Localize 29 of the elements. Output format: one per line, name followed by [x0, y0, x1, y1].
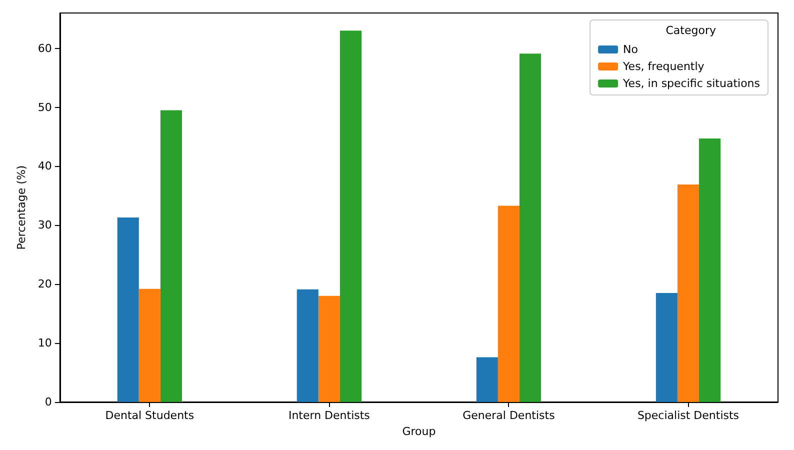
x-axis-title: Group — [402, 425, 436, 438]
x-tick-label: Intern Dentists — [288, 409, 370, 422]
bar — [476, 357, 498, 402]
bar — [296, 289, 318, 402]
legend-title: Category — [666, 24, 716, 37]
bar — [340, 30, 362, 402]
y-tick-label: 10 — [38, 336, 52, 350]
x-tick-label: Dental Students — [105, 409, 194, 422]
bar — [677, 184, 700, 402]
legend-label: Yes, in specific situations — [622, 77, 760, 90]
bar — [138, 288, 160, 402]
y-tick-label: 60 — [38, 42, 52, 55]
y-tick-label: 50 — [38, 100, 52, 114]
legend-label: Yes, frequently — [622, 60, 705, 73]
y-tick-label: 20 — [38, 278, 52, 291]
bar — [117, 218, 139, 402]
legend-label: No — [623, 43, 638, 56]
bar — [519, 54, 542, 402]
bar — [160, 110, 182, 402]
bar — [318, 296, 340, 402]
y-tick-label: 40 — [38, 160, 52, 173]
bar — [656, 292, 678, 402]
y-tick-label: 0 — [44, 396, 52, 408]
y-axis-title: Percentage (%) — [15, 165, 28, 250]
x-tick-label: Specialist Dentists — [637, 409, 740, 422]
y-tick-label: 30 — [38, 218, 52, 232]
x-tick-label: General Dentists — [462, 409, 556, 422]
bar — [699, 138, 721, 402]
bar — [498, 206, 520, 402]
